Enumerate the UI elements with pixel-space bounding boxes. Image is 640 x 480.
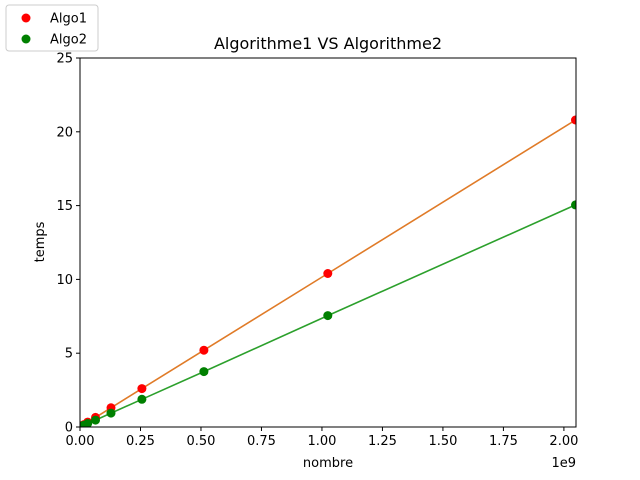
y-axis-ticks: 0 5 10 15 20 25 xyxy=(56,52,80,436)
x-tick-label: 0.50 xyxy=(186,434,215,449)
legend-marker-algo1 xyxy=(21,13,31,23)
data-point-algo2 xyxy=(83,419,93,427)
x-tick-label: 2.00 xyxy=(549,434,578,449)
x-tick-label: 1.50 xyxy=(428,434,457,449)
legend: Algo1 Algo2 xyxy=(5,4,99,52)
plot-markers xyxy=(80,115,576,427)
x-tick-label: 1.75 xyxy=(489,434,518,449)
x-tick-label: 1.25 xyxy=(368,434,397,449)
chart-title: Algorithme1 VS Algorithme2 xyxy=(214,34,442,53)
data-point-algo1 xyxy=(199,345,209,355)
y-tick-label: 20 xyxy=(56,125,73,140)
y-axis-label: temps xyxy=(33,221,48,262)
legend-marker-algo2 xyxy=(21,34,31,44)
y-tick-label: 15 xyxy=(56,199,73,214)
data-point-algo2 xyxy=(91,415,100,425)
x-axis-label: nombre xyxy=(303,456,353,471)
data-point-algo1 xyxy=(571,115,576,125)
y-tick-label: 5 xyxy=(65,347,73,362)
y-tick-label: 10 xyxy=(56,273,73,288)
data-point-algo2 xyxy=(323,311,333,321)
data-point-algo2 xyxy=(199,367,209,377)
x-tick-label: 0.00 xyxy=(66,434,95,449)
x-axis-ticks: 0.00 0.25 0.50 0.75 1.00 1.25 1.50 1.75 2.00 xyxy=(66,427,578,449)
x-tick-label: 0.75 xyxy=(247,434,276,449)
x-tick-label: 1.00 xyxy=(307,434,336,449)
data-point-algo2 xyxy=(137,394,147,404)
legend-label-algo1: Algo1 xyxy=(50,12,87,27)
x-tick-label: 0.25 xyxy=(126,434,155,449)
data-point-algo2 xyxy=(106,408,116,418)
data-point-algo1 xyxy=(137,384,147,394)
plot-frame xyxy=(79,57,577,428)
y-tick-label: 25 xyxy=(56,52,73,67)
legend-label-algo2: Algo2 xyxy=(50,33,87,48)
y-tick-label: 0 xyxy=(65,421,73,436)
data-point-algo2 xyxy=(571,200,576,210)
data-point-algo1 xyxy=(323,269,333,278)
x-axis-offset-text: 1e9 xyxy=(551,456,576,471)
